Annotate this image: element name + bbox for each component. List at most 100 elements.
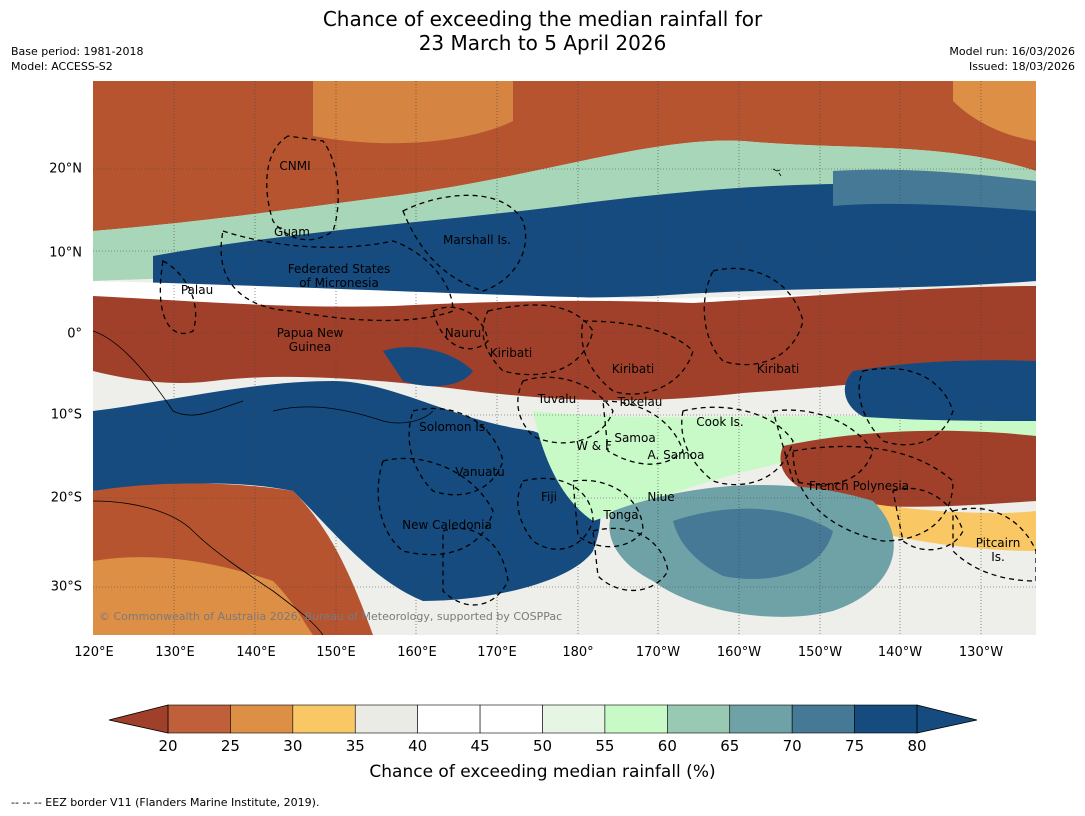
chart-title-line2: 23 March to 5 April 2026 (418, 31, 667, 55)
lon-tick: 170°W (635, 645, 681, 660)
lon-tick: 130°E (155, 645, 195, 660)
base-period: Base period: 1981-2018 (11, 45, 144, 58)
colorbar-tick-label: 80 (907, 737, 927, 755)
colorbar-tick-label: 50 (532, 737, 553, 755)
region-label-pitcairn-line1: Pitcairn (975, 536, 1021, 550)
colorbar-tick-label: 65 (720, 737, 740, 755)
region-label-american-samoa: A. Samoa (647, 448, 705, 462)
region-label-png: Papua New Guinea (277, 326, 344, 354)
rainfall-map (93, 81, 1036, 635)
region-label-tonga: Tonga (603, 508, 639, 522)
model-name: Model: ACCESS-S2 (11, 60, 113, 73)
colorbar-segment (230, 704, 294, 734)
region-label-pitcairn-line2: Is. (991, 550, 1005, 564)
colorbar-tick-label: 45 (470, 737, 490, 755)
lat-tick: 20°S (50, 490, 82, 506)
lat-tick: 0° (67, 326, 82, 342)
region-label-pitcairn: Pitcairn Is. (976, 536, 1021, 564)
map-gridlines (93, 81, 1036, 635)
region-label-nauru: Nauru (444, 326, 482, 340)
region-label-palau: Palau (180, 283, 214, 297)
eez-borders (159, 135, 1036, 606)
lon-tick: 160°W (716, 645, 762, 660)
lon-tick: 120°E (74, 645, 114, 660)
region-moderate-ne (953, 81, 1036, 141)
colorbar-tick-label: 35 (345, 737, 365, 755)
colorbar-segment (542, 704, 606, 734)
lon-tick: 130°W (958, 645, 1004, 660)
colorbar-tick-label: 25 (220, 737, 240, 755)
region-wet-southeast (844, 360, 1036, 425)
colorbar-segment (167, 704, 231, 734)
region-label-marshall: Marshall Is. (443, 233, 511, 247)
lat-tick: 30°S (50, 579, 82, 595)
colorbar-segment (604, 704, 668, 734)
lon-tick: 170°E (477, 645, 517, 660)
coastlines (93, 168, 782, 635)
region-label-png-line2: Guinea (288, 340, 332, 354)
colorbar-tick-label: 70 (782, 737, 802, 755)
region-label-fsm-line2: of Micronesia (299, 276, 379, 290)
lat-tick: 10°N (49, 245, 82, 261)
region-label-kiribati-central: Kiribati (611, 362, 655, 376)
region-label-kiribati-west: Kiribati (489, 346, 533, 360)
region-label-tokelau: Tokelau (617, 395, 663, 409)
eez-legend-note: -- -- -- EEZ border V11 (Flanders Marine… (11, 796, 320, 809)
colorbar-segment (292, 704, 356, 734)
region-label-cnmi: CNMI (279, 159, 311, 173)
lat-tick: 10°S (50, 407, 82, 423)
lon-tick: 150°E (316, 645, 356, 660)
lon-tick: 140°W (877, 645, 923, 660)
region-wet-png (383, 347, 473, 387)
colorbar-right-arrow (916, 704, 978, 734)
region-label-new-caledonia: New Caledonia (402, 518, 492, 532)
issued-date: Issued: 18/03/2026 (968, 60, 1075, 73)
region-dry-equatorial (93, 286, 1036, 401)
region-wet-southwest (93, 381, 601, 601)
region-label-cook: Cook Is. (696, 415, 744, 429)
copyright-notice: © Commonwealth of Australia 2026, Bureau… (99, 610, 563, 623)
region-moderate-north (313, 81, 513, 144)
colorbar-segment (667, 704, 731, 734)
region-wet-band-ne (833, 169, 1036, 211)
region-label-french-polynesia: French Polynesia (808, 479, 910, 493)
model-run: Model run: 16/03/2026 (949, 45, 1075, 58)
region-label-fiji: Fiji (540, 490, 558, 504)
lon-tick: 160°E (397, 645, 437, 660)
region-moderate-south-east (853, 501, 1036, 551)
region-moderate-australia (93, 557, 313, 635)
colorbar-segment (354, 704, 418, 734)
colorbar-tick-label: 30 (283, 737, 303, 755)
region-label-solomon: Solomon Is. (419, 420, 489, 434)
colorbar-tick-label: 75 (845, 737, 865, 755)
colorbar-segment (854, 704, 918, 734)
chart-title-line1: Chance of exceeding the median rainfall … (322, 7, 763, 31)
colorbar-title: Chance of exceeding median rainfall (%) (369, 762, 716, 782)
lon-tick: 140°E (236, 645, 276, 660)
lon-tick: 180° (562, 645, 594, 660)
colorbar-segment (417, 704, 481, 734)
region-label-guam: Guam (274, 225, 310, 239)
region-label-png-line1: Papua New (276, 326, 344, 340)
colorbar-segment (729, 704, 793, 734)
region-wet-band-north (153, 183, 1036, 299)
region-label-samoa: Samoa (614, 431, 656, 445)
map-canvas (93, 81, 1036, 635)
region-label-fsm: Federated States of Micronesia (288, 262, 390, 290)
colorbar-tick-label: 55 (595, 737, 615, 755)
colorbar-tick-label: 20 (158, 737, 178, 755)
region-label-niue: Niue (647, 490, 675, 504)
region-label-fsm-line1: Federated States (287, 262, 391, 276)
colorbar-tick-label: 60 (657, 737, 677, 755)
region-dry-french-polynesia (780, 430, 1036, 507)
colorbar-segment (791, 704, 855, 734)
lat-tick: 20°N (49, 161, 82, 177)
region-label-tuvalu: Tuvalu (537, 392, 577, 406)
region-label-vanuatu: Vanuatu (455, 465, 505, 479)
colorbar-segment (479, 704, 543, 734)
region-wet-niue (673, 508, 833, 579)
colorbar-left-arrow (108, 704, 169, 734)
lon-tick: 150°W (797, 645, 843, 660)
colorbar-tick-label: 40 (408, 737, 428, 755)
region-label-kiribati-east: Kiribati (756, 362, 800, 376)
